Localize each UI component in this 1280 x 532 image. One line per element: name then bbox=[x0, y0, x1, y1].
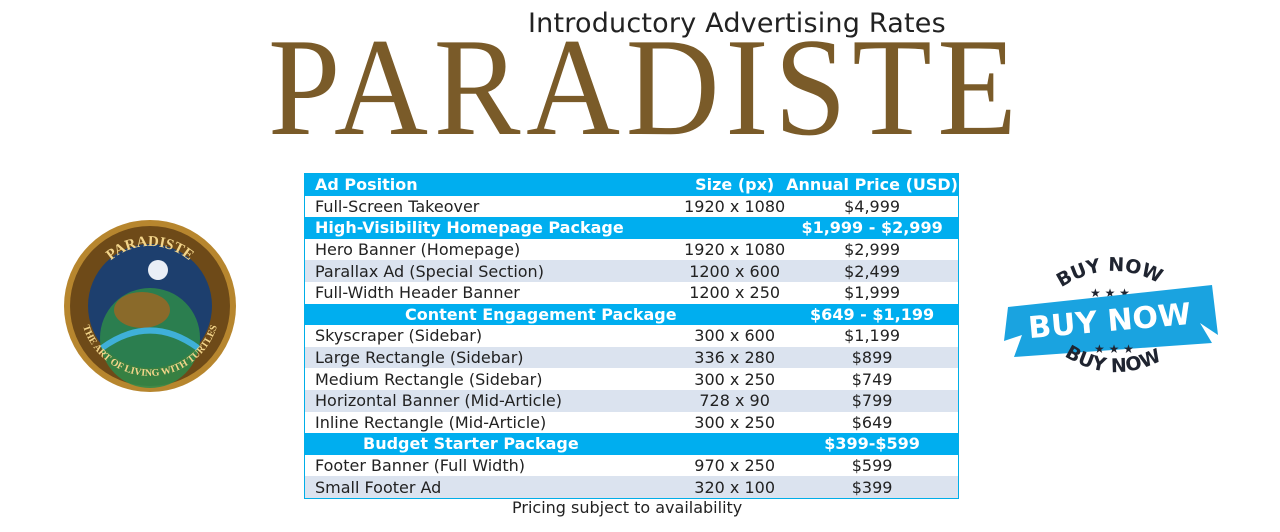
cell-position: Inline Rectangle (Mid-Article) bbox=[315, 412, 547, 432]
cell-price: $1,999 - $2,999 bbox=[786, 217, 959, 239]
cell-position: Small Footer Ad bbox=[304, 476, 684, 499]
table-row: Inline Rectangle (Mid-Article) 300 x 250 $… bbox=[305, 412, 959, 434]
pricing-note: Pricing subject to availability bbox=[512, 498, 743, 517]
table-row: Hero Banner (Homepage) 1920 x 1080 $2,999 bbox=[305, 239, 959, 261]
cell-price: $799 bbox=[786, 389, 959, 412]
cell-price: $399-$599 bbox=[786, 433, 959, 455]
star-icon: ★ ★ ★ bbox=[1094, 342, 1134, 356]
cell-price: $399 bbox=[786, 476, 959, 499]
table-header-row: Ad Position Size (px) Annual Price (USD) bbox=[304, 173, 959, 196]
cell-size bbox=[683, 303, 787, 326]
cell-price: $2,999 bbox=[844, 240, 901, 260]
cell-position: Horizontal Banner (Mid-Article) bbox=[304, 389, 684, 412]
cell-size bbox=[683, 217, 787, 239]
buy-now-badge[interactable]: BUY NOW ★ ★ ★ BUY NOW ★ ★ ★ BUY NOW bbox=[1000, 245, 1220, 390]
cell-size: 300 x 250 bbox=[694, 412, 775, 432]
column-header-price: Annual Price (USD) bbox=[786, 173, 959, 196]
cell-size bbox=[683, 433, 787, 455]
cell-price: $1,199 bbox=[844, 326, 901, 346]
table-row: Full-Width Header Banner 1200 x 250 $1,999 bbox=[305, 282, 959, 304]
cell-position: Full-Screen Takeover bbox=[315, 196, 480, 216]
cell-size: 1920 x 1080 bbox=[684, 240, 786, 260]
cell-price: $899 bbox=[786, 346, 959, 369]
cell-size: 320 x 100 bbox=[683, 476, 787, 499]
cell-position: Hero Banner (Homepage) bbox=[315, 240, 521, 260]
package-row: High-Visibility Homepage Package $1,999 -… bbox=[304, 217, 959, 239]
paradiste-medallion-logo: PARADISTE THE ART OF LIVING WITH TURTLES bbox=[64, 220, 236, 392]
cell-size: 336 x 280 bbox=[683, 346, 787, 369]
table-row: Parallax Ad (Special Section) 1200 x 600 $… bbox=[304, 260, 959, 282]
cell-price: $2,499 bbox=[786, 260, 959, 282]
cell-position: Footer Banner (Full Width) bbox=[315, 456, 525, 476]
cell-position: Medium Rectangle (Sidebar) bbox=[315, 369, 543, 389]
cell-size: 300 x 250 bbox=[694, 369, 775, 389]
cell-position: Budget Starter Package bbox=[304, 433, 684, 455]
cell-price: $599 bbox=[851, 456, 893, 476]
cell-position: Parallax Ad (Special Section) bbox=[304, 260, 684, 282]
cell-position: Skyscraper (Sidebar) bbox=[315, 326, 483, 346]
table-row: Footer Banner (Full Width) 970 x 250 $599 bbox=[305, 455, 959, 477]
column-header-ad-position: Ad Position bbox=[304, 173, 684, 196]
page-title: Introductory Advertising Rates bbox=[528, 8, 946, 39]
column-header-size: Size (px) bbox=[683, 173, 787, 196]
package-row: Budget Starter Package $399-$599 bbox=[304, 433, 959, 455]
cell-size: 970 x 250 bbox=[694, 456, 775, 476]
cell-position: Content Engagement Package bbox=[304, 303, 684, 326]
cell-position: Full-Width Header Banner bbox=[315, 283, 520, 303]
cell-position: Large Rectangle (Sidebar) bbox=[304, 346, 684, 369]
cell-position: High-Visibility Homepage Package bbox=[304, 217, 684, 239]
cell-price: $1,999 bbox=[844, 283, 901, 303]
cell-size: 300 x 600 bbox=[694, 326, 775, 346]
table-row: Full-Screen Takeover 1920 x 1080 $4,999 bbox=[305, 196, 959, 218]
table-row: Large Rectangle (Sidebar) 336 x 280 $899 bbox=[304, 346, 959, 369]
cell-size: 1200 x 250 bbox=[689, 283, 781, 303]
ad-rates-table: Ad Position Size (px) Annual Price (USD)… bbox=[304, 173, 959, 499]
cell-price: $749 bbox=[851, 369, 893, 389]
table-row: Horizontal Banner (Mid-Article) 728 x 90 $… bbox=[304, 389, 959, 412]
table-row: Skyscraper (Sidebar) 300 x 600 $1,199 bbox=[305, 325, 959, 347]
cell-price: $649 bbox=[851, 412, 893, 432]
cell-size: 1200 x 600 bbox=[683, 260, 787, 282]
package-row: Content Engagement Package $649 - $1,199 bbox=[304, 303, 959, 326]
table-row: Small Footer Ad 320 x 100 $399 bbox=[304, 476, 959, 499]
cell-price: $649 - $1,199 bbox=[786, 303, 959, 326]
cell-price: $4,999 bbox=[844, 196, 901, 216]
cell-size: 1920 x 1080 bbox=[684, 196, 786, 216]
table-row: Medium Rectangle (Sidebar) 300 x 250 $749 bbox=[305, 368, 959, 390]
paradiste-logo: PARADISTE bbox=[268, 10, 1023, 165]
cell-size: 728 x 90 bbox=[683, 389, 787, 412]
